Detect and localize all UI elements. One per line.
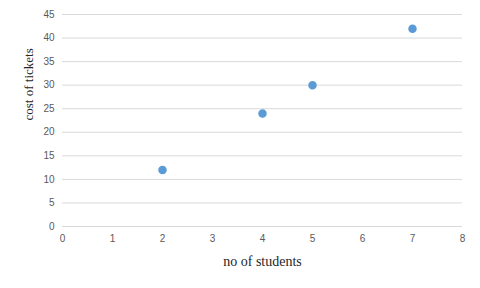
svg-text:6: 6 <box>360 233 366 244</box>
svg-text:45: 45 <box>43 9 55 20</box>
svg-text:1: 1 <box>110 233 116 244</box>
svg-text:no of students: no of students <box>223 254 302 269</box>
svg-text:8: 8 <box>460 233 466 244</box>
svg-text:3: 3 <box>210 233 216 244</box>
svg-text:5: 5 <box>310 233 316 244</box>
svg-text:5: 5 <box>49 197 55 208</box>
svg-text:cost of tickets: cost of tickets <box>21 48 36 120</box>
svg-text:2: 2 <box>160 233 166 244</box>
svg-text:30: 30 <box>43 79 55 90</box>
svg-text:7: 7 <box>410 233 416 244</box>
svg-text:40: 40 <box>43 32 55 43</box>
svg-text:10: 10 <box>43 174 55 185</box>
svg-text:20: 20 <box>43 126 55 137</box>
svg-text:4: 4 <box>260 233 266 244</box>
svg-text:25: 25 <box>43 103 55 114</box>
svg-text:0: 0 <box>60 233 66 244</box>
svg-text:0: 0 <box>49 221 55 232</box>
svg-text:15: 15 <box>43 150 55 161</box>
svg-text:35: 35 <box>43 56 55 67</box>
